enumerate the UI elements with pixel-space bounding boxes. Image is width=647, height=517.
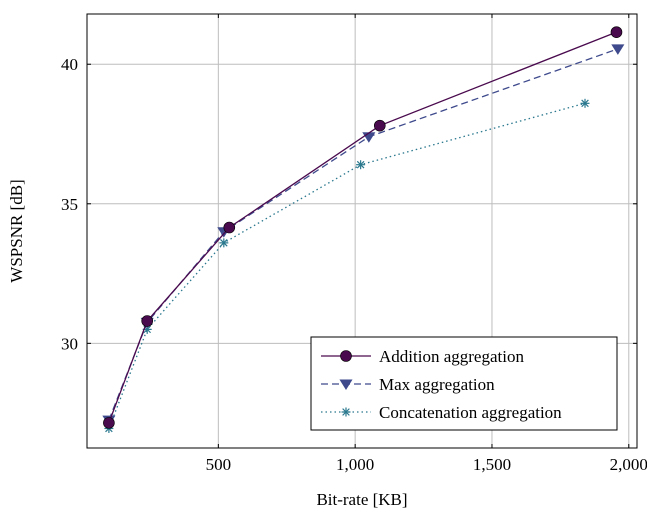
series-point-star — [580, 98, 590, 108]
x-tick-label: 500 — [206, 455, 232, 474]
legend-entries: Addition aggregation Max aggregation Conca… — [321, 347, 562, 422]
y-axis-label: WSPSNR [dB] — [7, 179, 26, 282]
series-point-star — [341, 407, 351, 417]
series-point-circle — [103, 417, 115, 429]
x-tick-label: 1,000 — [336, 455, 374, 474]
plot-frame — [86, 13, 638, 449]
legend-entry: Addition aggregation — [321, 347, 524, 366]
series-point-circle — [610, 26, 623, 38]
star-stroke — [342, 408, 350, 416]
y-tick-label: 40 — [61, 55, 78, 74]
series-point-triangle — [611, 44, 625, 55]
axis-ticks: 500 1,000 1,500 2,000 30 35 40 — [61, 14, 647, 474]
series-point-triangle — [339, 379, 353, 390]
legend-label: Addition aggregation — [379, 347, 524, 366]
series-addition-aggregation — [103, 26, 623, 429]
series-point-star — [219, 238, 229, 248]
series-point-circle — [141, 315, 153, 327]
x-tick-label: 2,000 — [610, 455, 647, 474]
legend-label: Concatenation aggregation — [379, 403, 562, 422]
y-tick-label: 30 — [61, 334, 78, 353]
y-tick-label: 35 — [61, 195, 78, 214]
series-point-star — [356, 160, 366, 170]
star-stroke — [356, 160, 365, 169]
x-axis-label: Bit-rate [KB] — [316, 490, 407, 509]
star-stroke — [143, 325, 151, 334]
legend: Addition aggregation Max aggregation Conca… — [310, 336, 618, 431]
x-tick-label: 1,500 — [473, 455, 511, 474]
series-point-circle — [340, 350, 352, 362]
star-stroke — [220, 239, 228, 247]
legend-box — [310, 336, 618, 431]
series-point-circle — [223, 221, 236, 234]
series-layer — [102, 26, 625, 433]
legend-label: Max aggregation — [379, 375, 495, 394]
legend-entry: Concatenation aggregation — [321, 403, 562, 422]
legend-entry: Max aggregation — [321, 375, 495, 394]
star-stroke — [581, 99, 589, 108]
series-point-circle — [373, 119, 386, 132]
series-point-triangle — [362, 132, 376, 143]
